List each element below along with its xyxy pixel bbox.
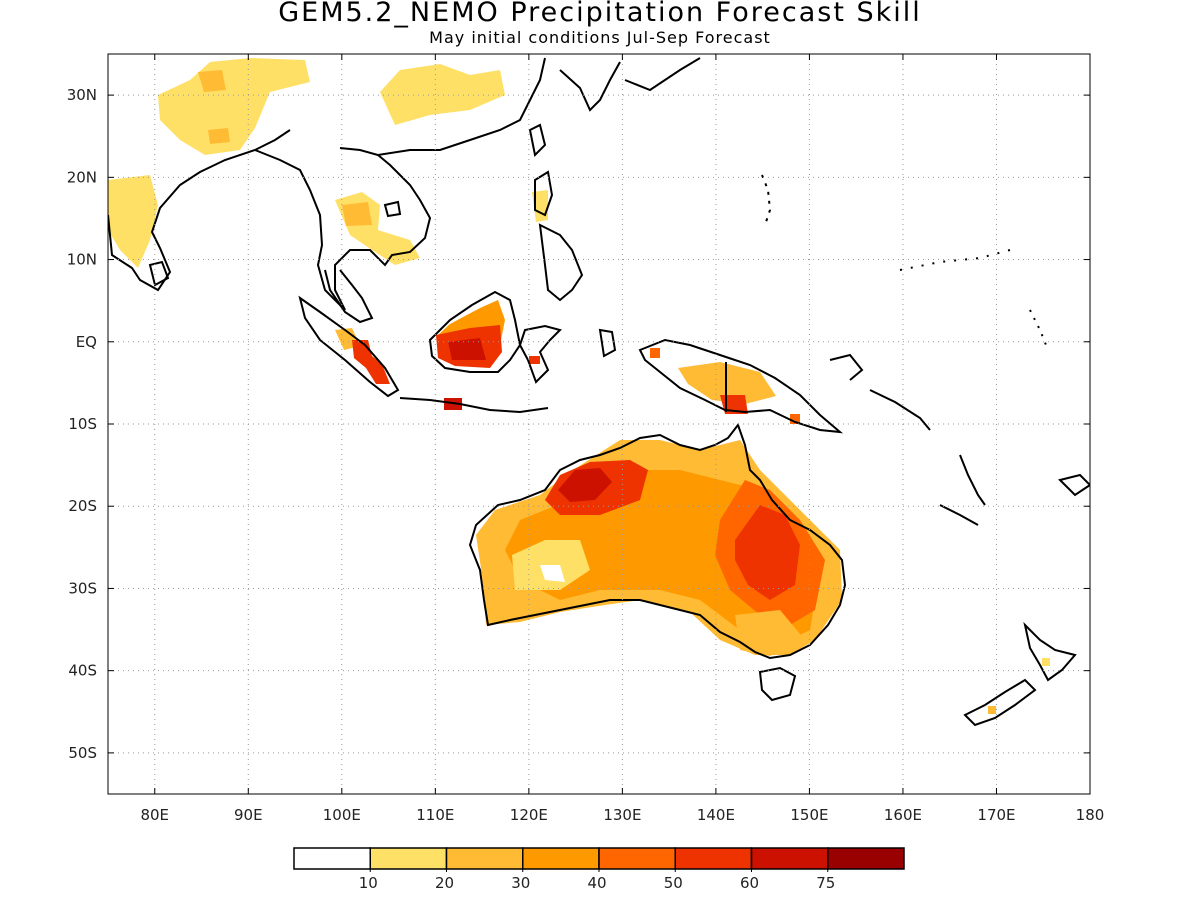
coast-nz-south [963,678,1037,727]
colorbar-label: 75 [816,874,835,892]
fill-tibet-south [208,128,230,144]
skill-shading [108,58,1050,714]
colorbar-swatch [293,847,371,870]
x-tick-label: 130E [603,806,641,824]
colorbar-swatch [674,847,753,870]
colorbar-label: 50 [664,874,683,892]
fill-indochina-core [342,202,372,226]
colorbar-swatch [522,847,600,870]
x-tick-label: 90E [234,806,263,824]
coast-sumatra [298,295,400,398]
fill-sumatra-red [352,340,390,384]
fill-borneo-dark [448,338,486,360]
chart-title: GEM5.2_NEMO Precipitation Forecast Skill [278,0,922,28]
x-tick-label: 110E [416,806,454,824]
y-tick-label: 10N [67,251,97,269]
coast-luzon [534,170,554,217]
fill-queensland-core [735,505,800,600]
x-tick-label: 160E [884,806,922,824]
fill-indochina [335,192,420,265]
colorbar-label: 10 [359,874,378,892]
coast-hainan [383,200,402,218]
coast-india [108,129,291,292]
colorbar-swatch [827,847,905,870]
coast-marshall [1029,309,1049,351]
coast-australia [468,422,847,660]
y-tick-label: 10S [68,415,97,433]
chart-subtitle: May initial conditions Jul-Sep Forecast [429,28,771,47]
coast-malay [324,269,374,324]
coastlines [108,57,1090,727]
colorbar: 10 20 30 40 50 60 75 [293,847,905,892]
colorbar-swatch [750,847,829,870]
y-axis: 30N 20N 10N EQ 10S 20S 30S 40S 50S [67,86,1090,762]
fill-southeast-australia [735,610,805,656]
y-tick-label: 30S [68,579,97,597]
colorbar-swatch [598,847,676,870]
fill-tibet-core [198,70,226,92]
fill-tibet [158,58,310,155]
coast-vanuatu [959,454,986,506]
x-tick-label: 150E [790,806,828,824]
coast-korea [559,61,621,112]
coast-newguinea [638,338,844,434]
fill-newguinea-west [650,348,660,358]
fill-china [380,64,505,125]
colorbar-swatch [369,847,448,870]
coast-fiji [1058,473,1090,497]
fill-india [108,175,158,268]
x-tick-label: 120E [510,806,548,824]
coast-sulawesi [518,324,562,384]
coast-indochina [254,147,432,311]
coast-srilanka [148,260,170,287]
fill-australia-blank [540,565,565,582]
fill-kimberley-core [558,468,612,502]
coast-nz-north [1023,621,1077,682]
colorbar-label: 30 [511,874,530,892]
coast-maluku [598,328,617,358]
y-tick-label: 30N [67,86,97,104]
x-tick-label: 140E [697,806,735,824]
fill-newzealand [1042,658,1050,666]
x-axis: 80E 90E 100E 110E 120E 130E 140E 150E 160E 170E 18… [140,54,1104,824]
fill-newzealand-south [988,706,996,714]
fill-sulawesi [529,356,540,364]
colorbar-swatch [445,847,524,870]
colorbar-label: 60 [740,874,759,892]
y-tick-label: 40S [68,662,97,680]
coast-taiwan [528,123,547,158]
coast-solomons [869,389,931,431]
coast-japan [624,57,701,92]
coast-mindanao [538,223,584,302]
coast-china [377,57,546,156]
coast-marianas [761,174,772,226]
y-tick-label: 20S [68,497,97,515]
y-tick-label: EQ [76,333,97,351]
x-tick-label: 80E [140,806,169,824]
coast-java [399,397,549,414]
y-tick-label: 20N [67,168,97,186]
coast-newcaledonia [939,504,979,526]
x-tick-label: 170E [977,806,1015,824]
grid-lines [108,54,1090,794]
colorbar-label: 40 [587,874,606,892]
coast-bismarck [829,353,864,381]
x-tick-label: 180 [1076,806,1105,824]
coast-tasmania [758,666,797,702]
y-tick-label: 50S [68,744,97,762]
colorbar-label: 20 [435,874,454,892]
x-tick-label: 100E [323,806,361,824]
